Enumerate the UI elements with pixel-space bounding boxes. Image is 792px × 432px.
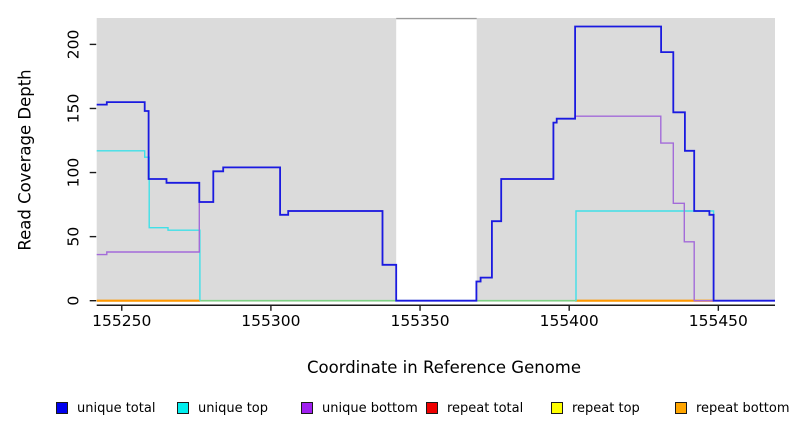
repeat-total-swatch-icon bbox=[426, 402, 438, 414]
legend-label: repeat top bbox=[572, 400, 640, 416]
y-axis-title: Read Coverage Depth bbox=[15, 69, 35, 251]
y-tick-label: 200 bbox=[65, 30, 83, 60]
x-tick-label: 155250 bbox=[92, 312, 151, 330]
legend-label: unique bottom bbox=[322, 400, 418, 416]
y-tick-label: 50 bbox=[65, 227, 83, 247]
legend-label: unique total bbox=[77, 400, 156, 416]
legend-item-repeat-top: repeat top bbox=[551, 399, 640, 417]
unique-total-swatch-icon bbox=[56, 402, 68, 414]
unique-bottom-swatch-icon bbox=[301, 402, 313, 414]
x-tick-label: 155450 bbox=[689, 312, 748, 330]
x-tick-label: 155350 bbox=[390, 312, 449, 330]
legend-label: repeat bottom bbox=[696, 400, 790, 416]
y-tick-label: 150 bbox=[65, 94, 83, 124]
legend-label: unique top bbox=[198, 400, 269, 416]
unique-top-swatch-icon bbox=[177, 402, 189, 414]
legend-item-repeat-total: repeat total bbox=[426, 399, 523, 417]
legend-item-unique-top: unique top bbox=[177, 399, 268, 417]
x-axis-title-text: Coordinate in Reference Genome bbox=[306, 358, 582, 377]
repeat-top-swatch-icon bbox=[551, 402, 563, 414]
series-line-unique-top bbox=[96, 150, 201, 301]
legend-item-unique-bottom: unique bottom bbox=[301, 399, 418, 417]
legend-label: repeat total bbox=[447, 400, 524, 416]
legend-item-repeat-bottom: repeat bottom bbox=[675, 399, 790, 417]
masked-region bbox=[396, 18, 477, 302]
y-tick-label: 0 bbox=[65, 296, 83, 306]
y-tick-label: 100 bbox=[65, 158, 83, 188]
legend: unique total unique top unique bottom repea… bbox=[0, 399, 792, 419]
x-tick-label: 155300 bbox=[241, 312, 300, 330]
series-line-unique-total bbox=[96, 25, 775, 302]
repeat-bottom-swatch-icon bbox=[675, 402, 687, 414]
x-tick-label: 155400 bbox=[540, 312, 599, 330]
x-axis-title: Coordinate in Reference Genome bbox=[0, 358, 792, 377]
legend-item-unique-total: unique total bbox=[56, 399, 155, 417]
